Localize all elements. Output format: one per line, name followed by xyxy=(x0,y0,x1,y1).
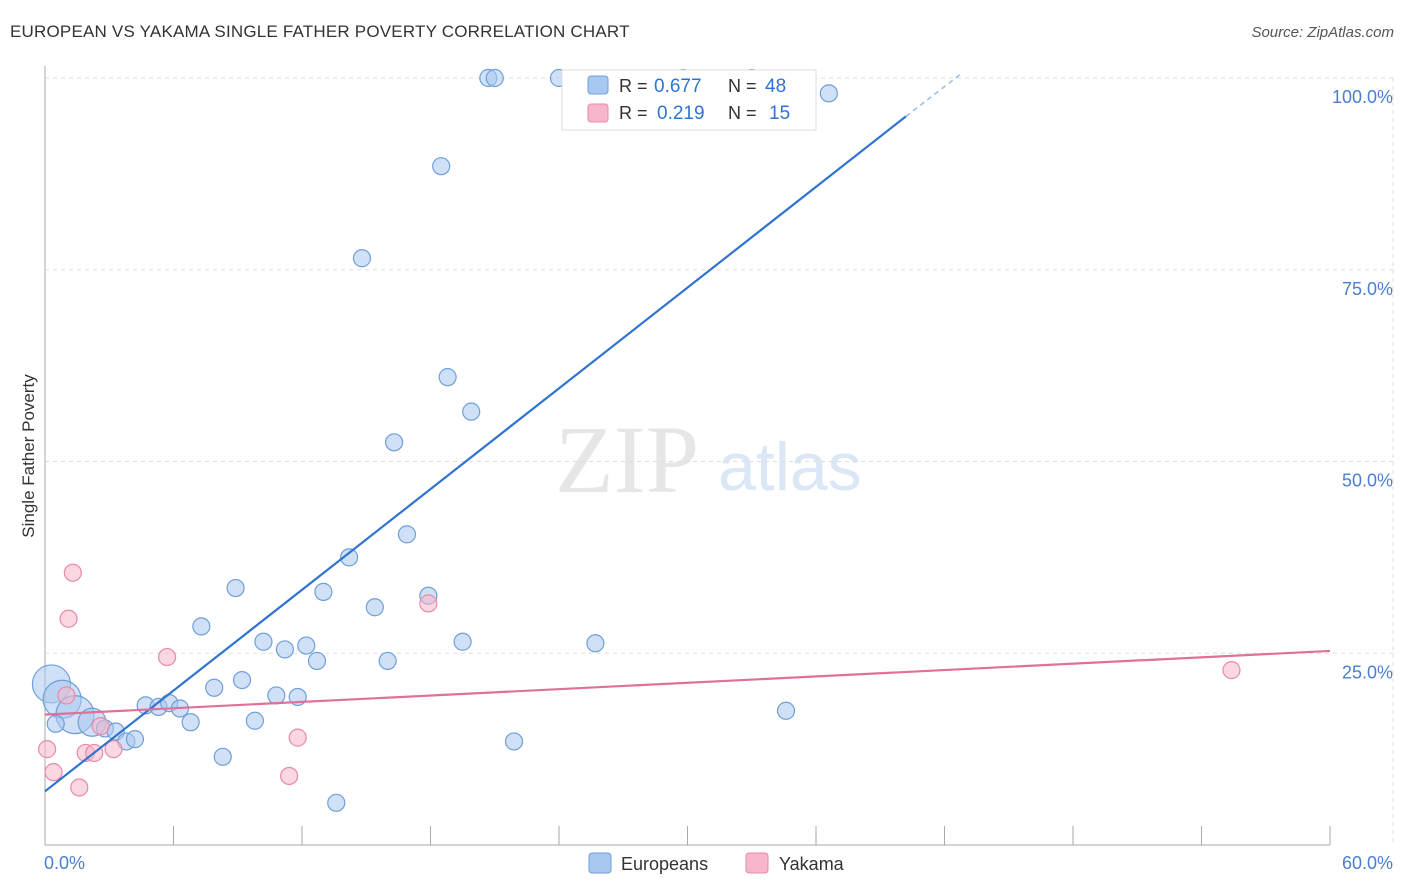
europeans-trend-line xyxy=(44,115,907,793)
legend-swatch-europeans xyxy=(587,75,609,95)
legend-r-value-yakama: 0.219 xyxy=(657,103,705,124)
yakama-point xyxy=(280,766,299,786)
europeans-point xyxy=(378,651,397,671)
europeans-point xyxy=(213,747,232,766)
yakama-point xyxy=(63,563,82,582)
trend-lines xyxy=(44,72,1331,793)
y-tick-label: 50.0% xyxy=(1342,471,1393,491)
axes xyxy=(44,66,1331,846)
legend-r-value-europeans: 0.677 xyxy=(654,76,702,97)
europeans-point xyxy=(275,640,294,659)
bottom-legend-yakama: Yakama xyxy=(779,854,845,874)
europeans-point xyxy=(384,433,404,452)
yakama-point xyxy=(38,740,57,759)
europeans-point xyxy=(397,525,417,544)
bottom-legend-europeans: Europeans xyxy=(621,854,708,874)
europeans-point xyxy=(245,711,264,730)
europeans-point xyxy=(365,598,384,617)
chart-title: EUROPEAN VS YAKAMA SINGLE FATHER POVERTY… xyxy=(10,22,630,41)
europeans-point xyxy=(314,582,333,601)
europeans-point xyxy=(181,713,200,732)
legend-n-label-yakama: N = xyxy=(728,103,757,123)
legend-r-label-europeans: R = xyxy=(619,76,648,96)
europeans-point xyxy=(462,402,481,421)
europeans-point xyxy=(267,686,286,705)
legend-swatch-yakama xyxy=(587,103,609,123)
bottom-legend-swatch-yakama xyxy=(745,852,769,874)
yakama-point xyxy=(57,686,76,705)
europeans-point xyxy=(125,730,145,749)
legend-r-label-yakama: R = xyxy=(619,103,648,123)
data-points xyxy=(31,68,1241,812)
y-tick-label: 75.0% xyxy=(1342,279,1393,299)
watermark-atlas: atlas xyxy=(718,429,862,505)
yakama-point xyxy=(1222,661,1241,680)
europeans-point xyxy=(586,634,605,653)
europeans-point xyxy=(776,701,796,720)
europeans-point xyxy=(327,793,346,812)
europeans-point xyxy=(254,632,273,651)
europeans-point xyxy=(485,68,504,88)
europeans-point xyxy=(340,548,359,567)
y-tick-label: 25.0% xyxy=(1342,662,1393,682)
europeans-point xyxy=(226,578,245,598)
europeans-point xyxy=(297,636,316,655)
yakama-trend-line xyxy=(44,649,1331,716)
series-legend: Europeans Yakama xyxy=(588,852,845,874)
europeans-point xyxy=(232,670,252,690)
stats-legend: R = 0.677 N = 48 R = 0.219 N = 15 xyxy=(561,69,817,131)
legend-n-value-yakama: 15 xyxy=(769,103,790,124)
yakama-point xyxy=(70,778,89,797)
europeans-point xyxy=(819,84,838,103)
europeans-point xyxy=(192,617,211,636)
yakama-point xyxy=(157,647,177,667)
x-tick-label-min: 0.0% xyxy=(44,853,85,873)
europeans-trend-extension xyxy=(905,72,963,117)
europeans-point xyxy=(46,714,65,733)
europeans-point xyxy=(504,732,524,751)
yakama-point xyxy=(44,763,63,782)
europeans-point xyxy=(205,678,224,697)
legend-n-label-europeans: N = xyxy=(728,76,757,96)
yakama-point xyxy=(59,609,78,628)
bottom-legend-swatch-europeans xyxy=(588,852,612,874)
y-tick-label: 100.0% xyxy=(1332,87,1393,107)
yakama-point xyxy=(91,717,110,736)
x-tick-label-max: 60.0% xyxy=(1342,853,1393,873)
y-axis-label: Single Father Poverty xyxy=(19,374,38,538)
europeans-point xyxy=(438,368,457,387)
gridlines xyxy=(45,77,1394,845)
europeans-point xyxy=(352,249,372,268)
watermark-zip: ZIP xyxy=(555,406,699,513)
yakama-point xyxy=(419,594,438,613)
yakama-point xyxy=(288,728,307,747)
europeans-point xyxy=(307,651,327,671)
legend-n-value-europeans: 48 xyxy=(765,76,786,97)
europeans-point xyxy=(453,632,472,651)
yakama-point xyxy=(104,740,123,759)
europeans-point xyxy=(432,157,451,176)
source-label: Source: ZipAtlas.com xyxy=(1251,24,1394,41)
tick-labels: 25.0% 50.0% 75.0% 100.0% 0.0% 60.0% xyxy=(44,87,1393,873)
